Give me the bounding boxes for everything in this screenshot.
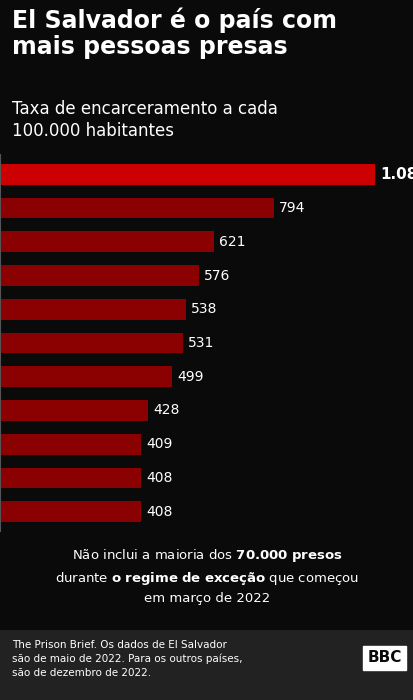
Text: 1.086: 1.086	[379, 167, 413, 182]
Text: 408: 408	[146, 505, 172, 519]
Text: 794: 794	[278, 201, 305, 215]
Text: 408: 408	[146, 471, 172, 485]
Text: The Prison Brief. Os dados de El Salvador
são de maio de 2022. Para os outros pa: The Prison Brief. Os dados de El Salvado…	[12, 640, 242, 678]
Bar	[0, 265, 198, 286]
Bar	[0, 501, 140, 522]
Text: 621: 621	[219, 234, 245, 248]
Text: 409: 409	[146, 438, 172, 452]
Bar	[0, 332, 183, 354]
Text: 499: 499	[177, 370, 203, 384]
Text: Não inclui a maioria dos $\bf{70.000\ presos}$
durante $\bf{o\ regime\ de\ exceç: Não inclui a maioria dos $\bf{70.000\ pr…	[55, 547, 358, 605]
Bar	[0, 231, 214, 252]
Bar	[0, 299, 185, 320]
Text: 576: 576	[203, 269, 230, 283]
Bar	[0, 366, 172, 387]
Text: Taxa de encarceramento a cada
100.000 habitantes: Taxa de encarceramento a cada 100.000 ha…	[12, 100, 278, 140]
Text: 428: 428	[152, 403, 179, 417]
Text: BBC: BBC	[366, 650, 401, 666]
Bar	[0, 197, 273, 218]
Text: El Salvador é o país com
mais pessoas presas: El Salvador é o país com mais pessoas pr…	[12, 8, 337, 59]
Text: 538: 538	[190, 302, 217, 316]
Bar	[0, 164, 374, 185]
Bar	[0, 434, 141, 455]
Bar	[0, 400, 147, 421]
Bar	[0, 468, 140, 489]
Text: 531: 531	[188, 336, 214, 350]
